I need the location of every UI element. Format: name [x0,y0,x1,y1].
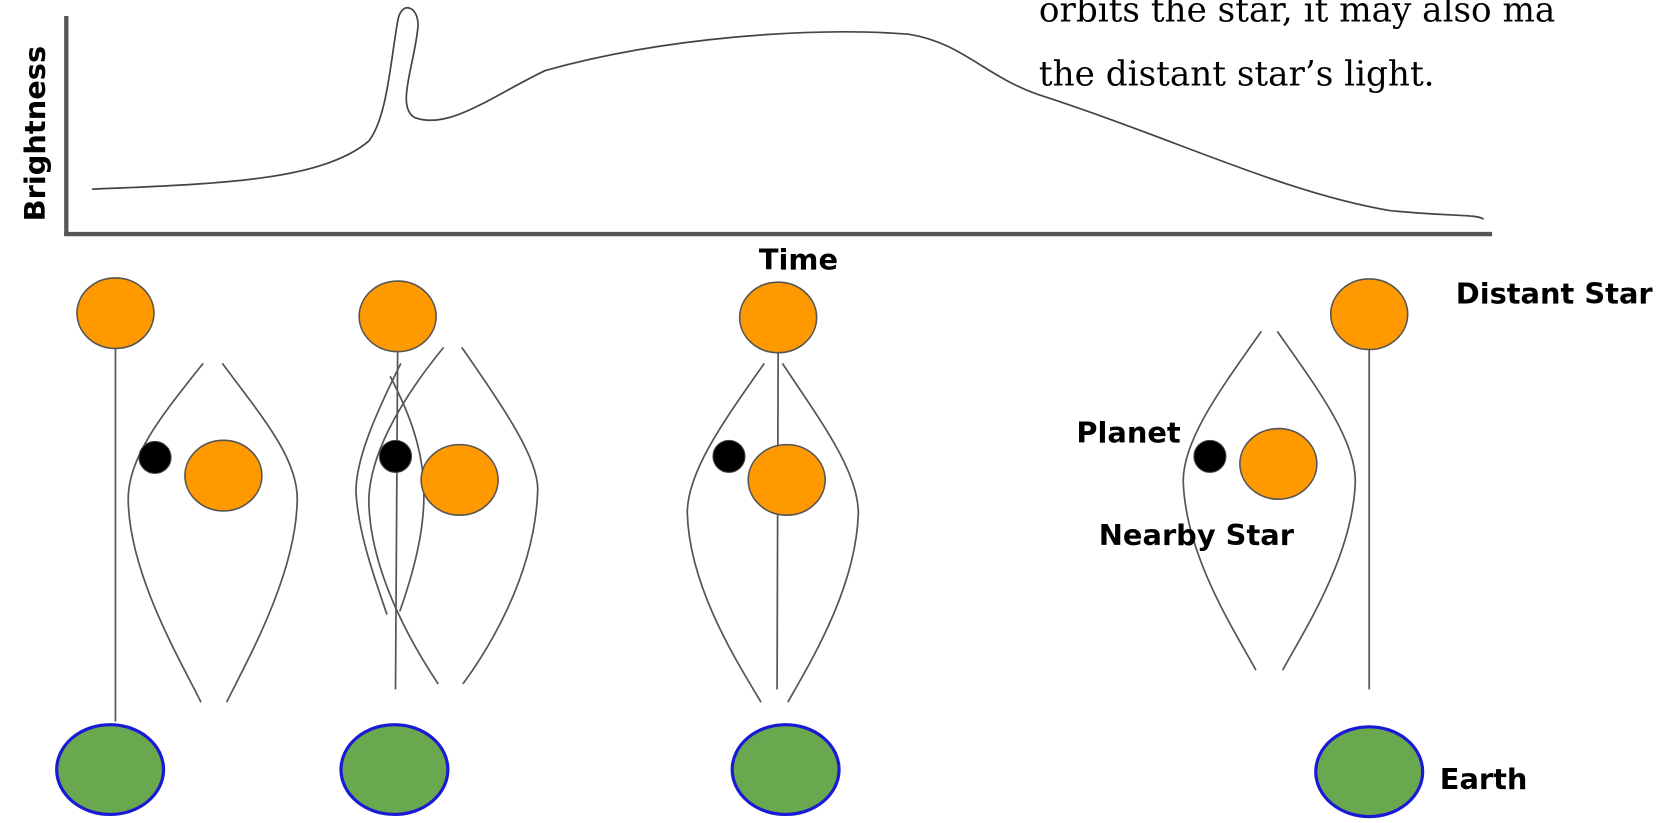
caption-line: orbits the star, it may also ma [1039,0,1555,30]
caption-line: the distant star’s light. [1039,55,1435,95]
earth-label: Earth [1440,762,1528,796]
nearby-star [421,445,498,516]
distant-star [77,278,154,349]
distant-star [740,282,817,353]
earth [341,725,448,815]
earth [732,725,839,815]
planet [713,440,745,472]
diagram: orbits the star, it may also ma the dist… [0,0,1676,823]
distant-star [1331,279,1408,350]
lensed-ray [390,376,424,611]
light-curve [92,8,1484,219]
nearby-star [1240,429,1317,500]
distant-star [359,281,436,352]
lensed-ray [1183,331,1261,670]
earth [57,725,164,815]
planet [139,441,171,473]
earth [1316,727,1423,817]
light-ray [396,351,398,690]
nearby-star-label: Nearby Star [1099,518,1295,552]
lensed-ray [222,363,297,702]
distant-star-label: Distant Star [1456,277,1654,311]
lensed-ray [369,347,444,684]
nearby-star [185,440,262,511]
page: orbits the star, it may also ma the dist… [0,0,1676,823]
planet [1194,440,1226,472]
planet [379,440,411,472]
light-ray [777,351,778,690]
lensed-ray [782,363,858,702]
nearby-star [748,445,825,516]
lensed-ray [462,347,538,684]
y-axis-label: Brightness [18,46,52,222]
lensed-ray [356,363,401,614]
planet-label: Planet [1076,415,1181,449]
x-axis-label: Time [759,242,838,276]
lensed-ray [687,363,764,702]
lensed-ray [1277,331,1355,670]
lensed-ray [128,363,203,702]
